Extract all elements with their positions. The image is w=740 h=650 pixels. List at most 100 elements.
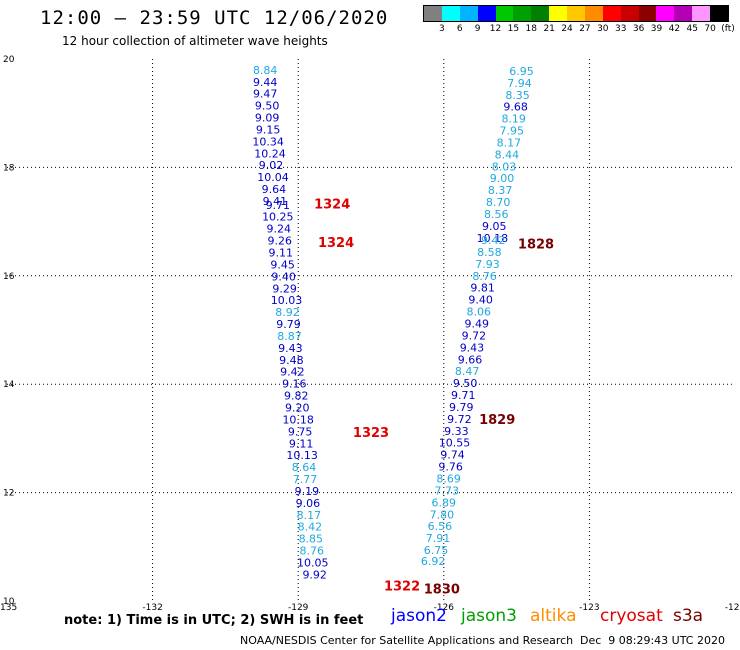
wave-height-value: 9.45 xyxy=(270,258,295,271)
wave-height-value: 8.76 xyxy=(300,545,325,558)
legend-tick: 30 xyxy=(597,24,609,34)
legend-tick: 24 xyxy=(561,24,573,34)
wave-height-value: 9.49 xyxy=(465,317,490,330)
satellite-label-cryosat: cryosat xyxy=(600,606,663,626)
wave-height-value: 8.69 xyxy=(436,473,461,486)
wave-height-value: 9.06 xyxy=(296,497,321,510)
wave-height-value: 6.56 xyxy=(428,520,453,533)
credit-line: NOAA/NESDIS Center for Satellite Applica… xyxy=(240,634,574,647)
y-tick-label: 14 xyxy=(3,380,15,390)
wave-height-value: 7.95 xyxy=(499,125,524,138)
wave-height-value: 9.71 xyxy=(266,199,291,212)
wave-height-value: 9.66 xyxy=(458,353,483,366)
y-tick-label: 16 xyxy=(3,272,15,282)
legend-swatch xyxy=(710,6,728,21)
wave-height-value: 9.48 xyxy=(279,354,304,367)
legend-tick: 21 xyxy=(543,24,555,34)
wave-height-value: 9.24 xyxy=(267,223,292,236)
legend-swatch xyxy=(477,6,496,21)
pass-time-label: 1324 xyxy=(318,236,354,251)
wave-height-value: 9.09 xyxy=(255,112,280,125)
y-tick-label: 12 xyxy=(3,489,14,499)
wave-height-value: 8.17 xyxy=(497,136,522,149)
wave-height-value: 8.37 xyxy=(488,184,513,197)
legend-swatch xyxy=(513,6,532,21)
wave-height-value: 9.81 xyxy=(470,282,495,295)
legend-tick: 45 xyxy=(686,24,698,34)
legend-swatch xyxy=(441,6,460,21)
legend-swatch xyxy=(549,6,567,21)
wave-height-value: 9.15 xyxy=(256,123,281,136)
wave-height-value: 9.64 xyxy=(262,183,287,196)
pass-time-label: 1828 xyxy=(518,237,554,252)
wave-height-value: 7.73 xyxy=(434,484,459,497)
legend-tick: 18 xyxy=(525,24,538,34)
wave-height-value: 6.92 xyxy=(421,555,446,568)
wave-height-value: 9.44 xyxy=(253,76,278,89)
map-title: 12:00 – 23:59 UTC 12/06/2020 xyxy=(40,7,389,29)
pass-time-label: 1830 xyxy=(424,583,460,598)
wave-height-value: 10.34 xyxy=(252,135,284,148)
wave-height-value: 10.13 xyxy=(286,449,318,462)
legend-swatch xyxy=(674,6,693,21)
legend-tick: 9 xyxy=(474,24,481,34)
legend-tick: 3 xyxy=(439,24,445,34)
legend-swatch xyxy=(620,6,639,21)
wave-height-value: 9.68 xyxy=(503,101,528,114)
wave-height-value: 7.94 xyxy=(507,77,532,90)
x-tick-label: -132 xyxy=(142,603,162,613)
wave-height-value: 9.47 xyxy=(253,88,278,101)
wave-height-value: 9.72 xyxy=(447,413,472,426)
wave-height-value: 9.05 xyxy=(482,220,507,233)
wave-height-value: 10.03 xyxy=(271,294,303,307)
legend-tick: 15 xyxy=(507,24,520,34)
wave-height-value: 8.17 xyxy=(297,509,322,522)
wave-height-value: 10.18 xyxy=(282,413,314,426)
wave-height-value: 8.42 xyxy=(298,521,323,534)
wave-height-value: 8.03 xyxy=(492,160,517,173)
wave-height-value: 9.71 xyxy=(451,389,476,402)
wave-height-value: 10.24 xyxy=(254,147,286,160)
y-tick-label: 20 xyxy=(3,55,15,65)
legend-tick: 12 xyxy=(489,24,502,34)
legend-tick: 27 xyxy=(579,24,591,34)
legend-swatch xyxy=(656,6,675,21)
wave-height-value: 9.43 xyxy=(460,341,485,354)
pass-time-label: 1323 xyxy=(353,426,389,441)
wave-height-value: 9.43 xyxy=(278,342,303,355)
legend-swatch xyxy=(495,6,514,21)
satellite-label-jason3: jason3 xyxy=(461,606,517,626)
wave-height-value: 9.79 xyxy=(449,401,474,414)
wave-height-value: 10.04 xyxy=(257,171,289,184)
wave-height-value: 8.87 xyxy=(277,330,302,343)
wave-height-value: 9.40 xyxy=(468,294,493,307)
legend-tick: 70 xyxy=(704,24,716,34)
legend-tick: 42 xyxy=(668,24,681,34)
units-note: note: 1) Time is in UTC; 2) SWH is in fe… xyxy=(64,613,364,628)
wave-height-value: 8.84 xyxy=(253,64,278,77)
legend-swatch xyxy=(584,6,603,21)
legend-swatch xyxy=(531,6,550,21)
wave-height-value: 8.44 xyxy=(495,148,520,161)
wave-height-value: 7.93 xyxy=(475,258,500,271)
wave-height-value: 6.89 xyxy=(432,496,457,509)
wave-height-value: 9.40 xyxy=(271,270,296,283)
wave-height-value: 9.02 xyxy=(259,159,284,172)
wave-height-value: 9.79 xyxy=(276,318,301,331)
wave-height-value: 7.80 xyxy=(430,508,455,521)
pass-time-label: 1324 xyxy=(314,198,350,213)
wave-height-value: 9.20 xyxy=(285,402,310,415)
wave-height-value: 9.26 xyxy=(268,235,293,248)
pass-time-label: 1322 xyxy=(384,579,420,594)
wave-height-value: 9.29 xyxy=(272,282,297,295)
wave-height-value: 8.35 xyxy=(505,89,530,102)
generated-timestamp: Dec 9 08:29:43 UTC 2020 xyxy=(580,634,725,647)
wave-height-value: 9.76 xyxy=(438,461,463,474)
wave-height-value: 9.00 xyxy=(490,172,515,185)
legend-color-bar xyxy=(423,5,729,22)
wave-height-value: 9.42 xyxy=(481,234,506,247)
legend-tick-labels: 3 6 9 12 15 18 21 24 27 30 33 36 39 42 45 70 (ft) xyxy=(423,22,735,34)
x-tick-label: -123 xyxy=(579,603,599,613)
legend-swatch xyxy=(638,6,657,21)
wave-height-value: 8.19 xyxy=(501,113,526,126)
